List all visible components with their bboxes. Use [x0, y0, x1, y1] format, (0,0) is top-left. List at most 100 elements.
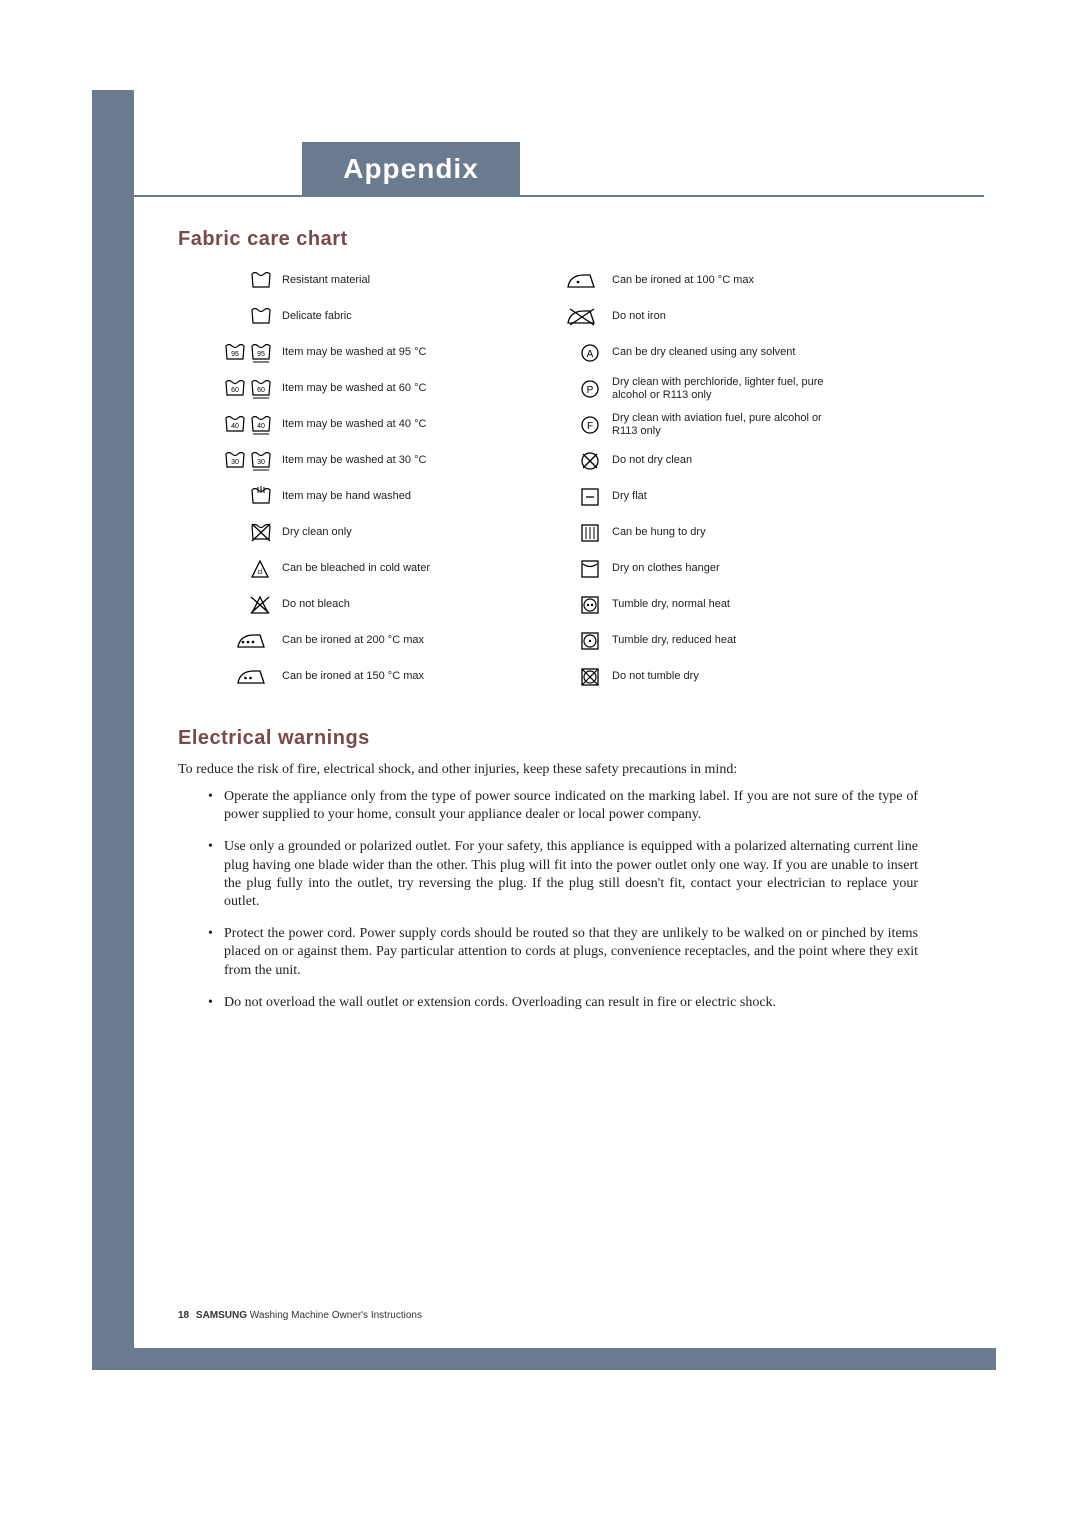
sq-circ-1-icon	[548, 627, 612, 655]
svg-text:40: 40	[257, 423, 265, 430]
chart-row: F Dry clean with aviation fuel, pure alco…	[548, 407, 858, 443]
chart-label: Can be dry cleaned using any solvent	[612, 346, 795, 359]
chart-row: Can be ironed at 200 °C max	[218, 623, 528, 659]
warnings-list: Operate the appliance only from the type…	[178, 788, 918, 1012]
chart-label: Do not tumble dry	[612, 670, 699, 683]
page-title: Appendix	[343, 153, 479, 185]
chart-row: 40 40 Item may be washed at 40 °C	[218, 407, 528, 443]
chart-row: Can be hung to dry	[548, 515, 858, 551]
chart-label: Can be ironed at 100 °C max	[612, 274, 754, 287]
tub-40-pair-icon: 40 40	[218, 411, 282, 439]
chart-row: cl Can be bleached in cold water	[218, 551, 528, 587]
chart-label: Item may be washed at 95 °C	[282, 346, 426, 359]
warning-item: Protect the power cord. Power supply cor…	[208, 925, 918, 980]
sq-lines-icon	[548, 519, 612, 547]
chart-label: Can be ironed at 200 °C max	[282, 634, 424, 647]
tub-95-pair-icon: 95 95	[218, 339, 282, 367]
svg-text:60: 60	[231, 387, 239, 394]
chart-label: Do not iron	[612, 310, 666, 323]
triangle-icon: cl	[218, 555, 282, 583]
fabric-care-heading: Fabric care chart	[178, 228, 918, 251]
chart-label: Item may be washed at 30 °C	[282, 454, 426, 467]
footer-brand: SAMSUNG	[196, 1310, 247, 1321]
iron-cross-icon	[548, 303, 612, 331]
svg-text:F: F	[587, 421, 593, 432]
svg-text:40: 40	[231, 423, 239, 430]
fabric-care-chart: Resistant material Delicate fabric 95 95 Ite…	[178, 263, 918, 695]
chart-label: Can be bleached in cold water	[282, 562, 430, 575]
chart-label: Item may be washed at 40 °C	[282, 418, 426, 431]
chart-label: Dry on clothes hanger	[612, 562, 720, 575]
chart-row: Dry flat	[548, 479, 858, 515]
footer-text: Washing Machine Owner's Instructions	[247, 1310, 422, 1321]
svg-text:30: 30	[231, 459, 239, 466]
chart-row: A Can be dry cleaned using any solvent	[548, 335, 858, 371]
triangle-cross-icon	[218, 591, 282, 619]
chart-row: Do not bleach	[218, 587, 528, 623]
chart-label: Resistant material	[282, 274, 370, 287]
svg-text:60: 60	[257, 387, 265, 394]
chart-row: Resistant material	[218, 263, 528, 299]
chart-row: Tumble dry, normal heat	[548, 587, 858, 623]
bottom-bar	[92, 1348, 996, 1370]
svg-text:cl: cl	[257, 569, 263, 576]
svg-text:30: 30	[257, 459, 265, 466]
sq-curve-icon	[548, 555, 612, 583]
tub-icon	[218, 267, 282, 295]
iron-3-icon	[218, 627, 282, 655]
page-footer: 18 SAMSUNG Washing Machine Owner's Instr…	[178, 1310, 422, 1321]
footer-page-num: 18	[178, 1310, 189, 1321]
chart-row: Item may be hand washed	[218, 479, 528, 515]
chart-label: Do not dry clean	[612, 454, 692, 467]
tub-60-pair-icon: 60 60	[218, 375, 282, 403]
chart-label: Dry flat	[612, 490, 647, 503]
chart-row: Delicate fabric	[218, 299, 528, 335]
sq-circ-2-icon	[548, 591, 612, 619]
chart-row: Can be ironed at 100 °C max	[548, 263, 858, 299]
chart-label: Delicate fabric	[282, 310, 352, 323]
warnings-section: To reduce the risk of fire, electrical s…	[178, 762, 918, 1012]
warning-item: Do not overload the wall outlet or exten…	[208, 994, 918, 1012]
svg-text:95: 95	[231, 351, 239, 358]
chart-right-col: Can be ironed at 100 °C max Do not iron A C…	[548, 263, 858, 695]
tub-icon	[218, 303, 282, 331]
content-area: Fabric care chart Resistant material Deli…	[178, 228, 918, 1026]
sq-circ-cross-icon	[548, 663, 612, 691]
warning-item: Use only a grounded or polarized outlet.…	[208, 838, 918, 911]
chart-row: Dry on clothes hanger	[548, 551, 858, 587]
sq-dash-icon	[548, 483, 612, 511]
chart-row: Do not iron	[548, 299, 858, 335]
chart-row: Can be ironed at 150 °C max	[218, 659, 528, 695]
iron-2-icon	[218, 663, 282, 691]
circle-cross-icon	[548, 447, 612, 475]
chart-row: Tumble dry, reduced heat	[548, 623, 858, 659]
title-underline	[134, 195, 984, 197]
left-sidebar-bar	[92, 90, 134, 1370]
circle-p-icon: P	[548, 375, 612, 403]
iron-1-icon	[548, 267, 612, 295]
chart-row: 60 60 Item may be washed at 60 °C	[218, 371, 528, 407]
svg-text:A: A	[587, 349, 594, 360]
warning-item: Operate the appliance only from the type…	[208, 788, 918, 824]
chart-label: Can be hung to dry	[612, 526, 706, 539]
electrical-warnings-heading: Electrical warnings	[178, 727, 918, 750]
chart-label: Tumble dry, normal heat	[612, 598, 730, 611]
chart-label: Dry clean with aviation fuel, pure alcoh…	[612, 412, 832, 438]
chart-label: Dry clean with perchloride, lighter fuel…	[612, 376, 832, 402]
chart-label: Item may be washed at 60 °C	[282, 382, 426, 395]
chart-label: Can be ironed at 150 °C max	[282, 670, 424, 683]
circle-a-icon: A	[548, 339, 612, 367]
tub-cross-icon	[218, 519, 282, 547]
chart-row: Do not dry clean	[548, 443, 858, 479]
chart-row: PDry clean with perchloride, lighter fue…	[548, 371, 858, 407]
chart-row: Do not tumble dry	[548, 659, 858, 695]
svg-text:95: 95	[257, 351, 265, 358]
chart-left-col: Resistant material Delicate fabric 95 95 Ite…	[218, 263, 528, 695]
chart-label: Do not bleach	[282, 598, 350, 611]
tub-30-pair-icon: 30 30	[218, 447, 282, 475]
chart-label: Item may be hand washed	[282, 490, 411, 503]
chart-label: Dry clean only	[282, 526, 352, 539]
warnings-intro: To reduce the risk of fire, electrical s…	[178, 762, 918, 778]
chart-label: Tumble dry, reduced heat	[612, 634, 736, 647]
chart-row: 95 95 Item may be washed at 95 °C	[218, 335, 528, 371]
